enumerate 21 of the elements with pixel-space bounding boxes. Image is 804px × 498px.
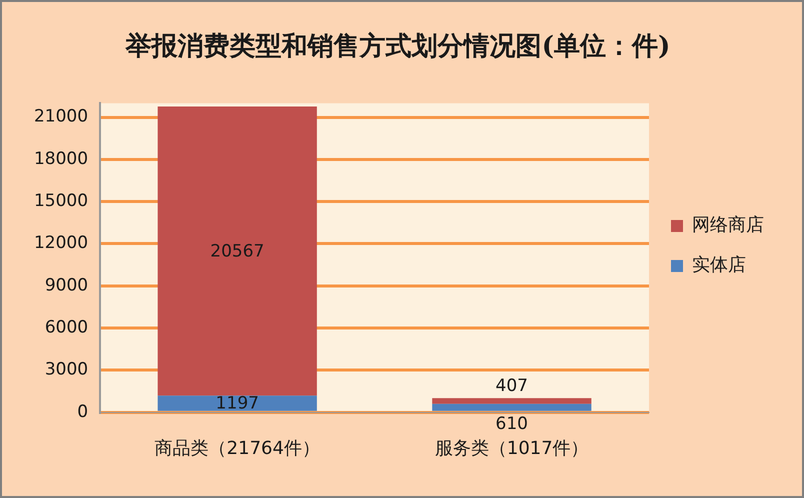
y-tick-label: 0	[77, 402, 88, 422]
y-tick-label: 3000	[44, 360, 88, 380]
data-label: 1197	[216, 394, 259, 414]
y-tick-label: 18000	[34, 148, 88, 169]
chart-title: 举报消费类型和销售方式划分情况图(单位：件)	[124, 31, 670, 62]
y-tick-label: 9000	[44, 275, 88, 296]
legend-label: 实体店	[692, 254, 746, 276]
y-tick-label: 6000	[44, 317, 88, 338]
bar	[432, 404, 592, 411]
bar	[432, 398, 592, 404]
legend-label: 网络商店	[692, 214, 764, 236]
data-label: 20567	[210, 241, 264, 262]
data-label: 407	[496, 376, 528, 396]
bar	[158, 106, 317, 396]
y-tick-label: 15000	[34, 191, 88, 212]
y-tick-label: 21000	[34, 106, 88, 127]
bar	[158, 396, 317, 411]
x-tick-label: 商品类（21764件）	[154, 438, 320, 459]
x-tick-label: 服务类（1017件）	[434, 438, 589, 459]
data-label: 610	[496, 414, 528, 434]
y-tick-label: 12000	[34, 233, 88, 254]
